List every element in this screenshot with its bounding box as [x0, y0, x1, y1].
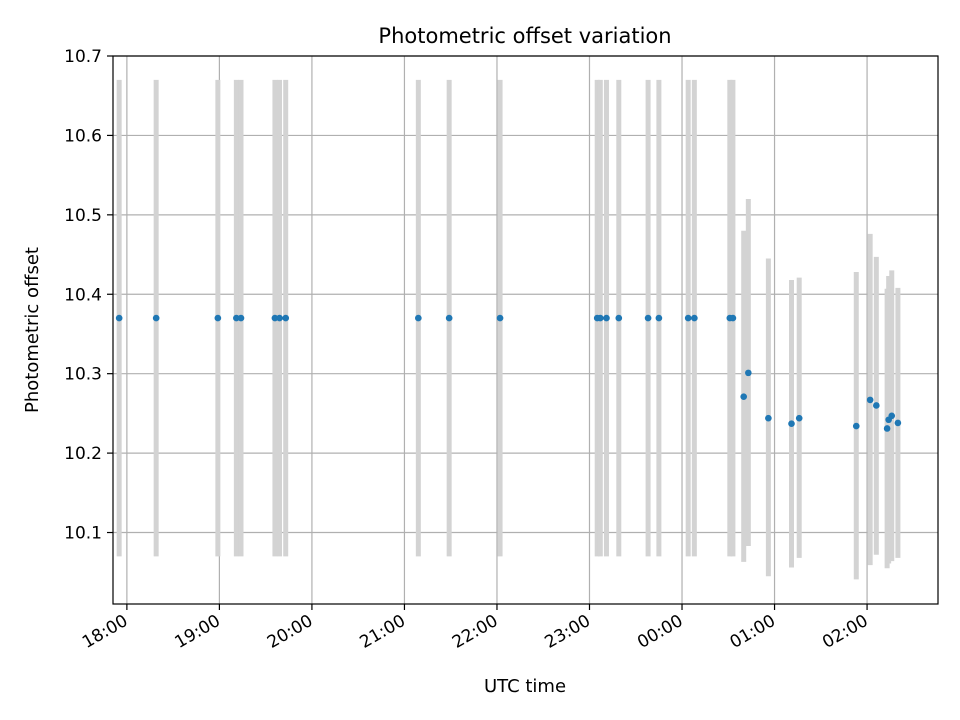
data-point [655, 314, 663, 322]
y-tick-label: 10.2 [64, 444, 102, 464]
data-point [894, 419, 902, 427]
data-point [795, 414, 803, 422]
plot-frame [112, 55, 939, 605]
data-point [415, 314, 422, 322]
x-axis-label: UTC time [484, 676, 566, 697]
data-point [729, 314, 737, 322]
y-tick-label: 10.7 [64, 47, 102, 67]
data-point [788, 420, 795, 428]
data-point [152, 314, 160, 322]
data-point [691, 314, 698, 322]
data-points [115, 314, 902, 432]
y-tick-label: 10.4 [64, 285, 102, 305]
data-point [883, 425, 891, 432]
data-point [445, 314, 453, 322]
data-point [603, 314, 610, 322]
data-point [596, 314, 604, 322]
data-point [237, 314, 245, 322]
data-point [233, 314, 240, 322]
data-point [765, 414, 772, 422]
data-point [684, 314, 692, 322]
data-point [615, 314, 623, 322]
data-point [496, 314, 504, 322]
data-point [214, 314, 222, 322]
data-point [873, 402, 880, 409]
data-point [852, 422, 860, 430]
data-point [276, 314, 283, 322]
data-point [644, 314, 652, 322]
data-point [745, 369, 752, 377]
y-tick-label: 10.5 [64, 206, 102, 226]
y-axis-ticks: 10.1 10.2 10.3 10.4 10.5 10.6 10.7 [64, 47, 113, 544]
y-axis-label: Photometric offset [22, 247, 43, 413]
y-tick-label: 10.1 [64, 524, 102, 544]
y-tick-label: 10.6 [64, 126, 102, 146]
y-tick-label: 10.3 [64, 365, 102, 385]
data-point [866, 396, 874, 404]
data-point [740, 393, 748, 401]
data-point [282, 314, 290, 322]
data-point [888, 412, 896, 420]
data-point [115, 314, 123, 322]
chart-title: Photometric offset variation [378, 24, 671, 48]
data-point [271, 314, 279, 322]
